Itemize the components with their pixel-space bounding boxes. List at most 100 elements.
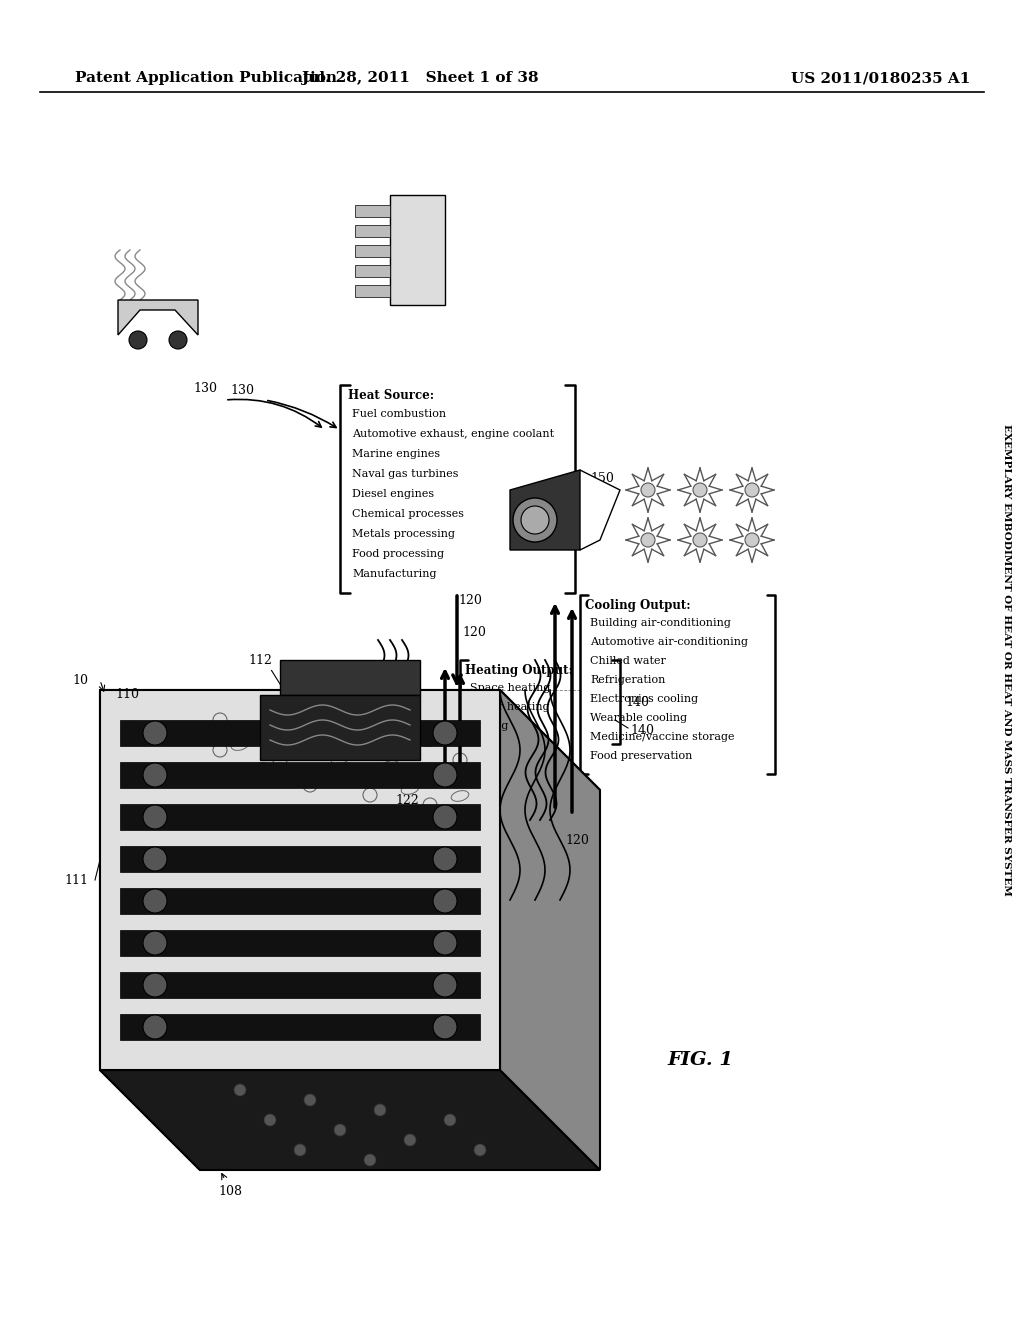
Circle shape [433, 721, 457, 744]
Text: Automotive exhaust, engine coolant: Automotive exhaust, engine coolant [352, 429, 554, 440]
Circle shape [433, 888, 457, 913]
Text: Heating Output:: Heating Output: [465, 664, 572, 677]
Circle shape [433, 1015, 457, 1039]
Text: 140: 140 [625, 696, 649, 709]
Text: 130: 130 [230, 384, 254, 396]
Bar [355, 285, 390, 297]
Text: Medicine/vaccine storage: Medicine/vaccine storage [590, 733, 734, 742]
Text: Jul. 28, 2011   Sheet 1 of 38: Jul. 28, 2011 Sheet 1 of 38 [301, 71, 539, 84]
Text: Patent Application Publication: Patent Application Publication [75, 71, 337, 84]
Bar [355, 205, 390, 216]
Circle shape [169, 331, 187, 348]
Polygon shape [100, 1071, 600, 1170]
Text: 108: 108 [218, 1185, 242, 1199]
Text: FIG. 1: FIG. 1 [667, 1051, 733, 1069]
Text: 112: 112 [248, 653, 272, 667]
Polygon shape [120, 804, 480, 830]
Circle shape [129, 331, 147, 348]
Polygon shape [500, 690, 600, 1170]
Circle shape [521, 506, 549, 535]
Text: 111: 111 [63, 874, 88, 887]
Polygon shape [120, 762, 480, 788]
Circle shape [143, 721, 167, 744]
Text: Wearable cooling: Wearable cooling [590, 713, 687, 723]
Text: Refrigeration: Refrigeration [590, 675, 666, 685]
Text: Manufacturing: Manufacturing [352, 569, 436, 579]
Circle shape [143, 973, 167, 997]
Circle shape [294, 1144, 306, 1156]
Polygon shape [120, 888, 480, 913]
Text: Fuel combustion: Fuel combustion [352, 409, 446, 418]
Text: Food processing: Food processing [352, 549, 444, 558]
Circle shape [433, 973, 457, 997]
Text: 140: 140 [630, 723, 654, 737]
Text: Naval gas turbines: Naval gas turbines [352, 469, 459, 479]
Circle shape [143, 888, 167, 913]
Bar [390, 195, 445, 305]
Polygon shape [260, 696, 420, 760]
Text: Diesel engines: Diesel engines [352, 488, 434, 499]
Text: 10: 10 [72, 673, 88, 686]
Polygon shape [120, 1014, 480, 1040]
Circle shape [745, 483, 759, 498]
Circle shape [641, 533, 655, 546]
Text: US 2011/0180235 A1: US 2011/0180235 A1 [791, 71, 970, 84]
Circle shape [474, 1144, 486, 1156]
Circle shape [143, 931, 167, 954]
Bar [355, 265, 390, 277]
Polygon shape [120, 931, 480, 956]
Circle shape [374, 1104, 386, 1115]
Circle shape [364, 1154, 376, 1166]
Circle shape [641, 483, 655, 498]
Text: 120: 120 [565, 833, 589, 846]
Polygon shape [280, 660, 420, 696]
Bar [355, 246, 390, 257]
Text: EXEMPLARY EMBODIMENT OF HEAT OR HEAT AND MASS TRANSFER SYSTEM: EXEMPLARY EMBODIMENT OF HEAT OR HEAT AND… [1002, 424, 1012, 896]
Polygon shape [510, 470, 600, 550]
Text: Automotive air-conditioning: Automotive air-conditioning [590, 638, 748, 647]
Circle shape [693, 533, 707, 546]
Text: Cooling Output:: Cooling Output: [585, 599, 690, 612]
Text: Chilled water: Chilled water [590, 656, 666, 667]
Text: 120: 120 [458, 594, 482, 606]
Text: Drying: Drying [470, 721, 508, 731]
Text: Metals processing: Metals processing [352, 529, 455, 539]
Polygon shape [100, 690, 500, 1071]
Polygon shape [100, 690, 200, 1170]
Circle shape [433, 763, 457, 787]
Circle shape [693, 483, 707, 498]
Text: Heat Source:: Heat Source: [348, 389, 434, 403]
Circle shape [234, 1084, 246, 1096]
Text: 130: 130 [193, 381, 217, 395]
Text: 150: 150 [590, 471, 613, 484]
Polygon shape [120, 972, 480, 998]
Circle shape [264, 1114, 276, 1126]
Polygon shape [580, 470, 620, 550]
Text: Marine engines: Marine engines [352, 449, 440, 459]
Polygon shape [120, 846, 480, 873]
Text: 110: 110 [115, 689, 139, 701]
Text: Water heating: Water heating [470, 702, 550, 711]
Circle shape [143, 805, 167, 829]
Circle shape [433, 847, 457, 871]
Text: Electronics cooling: Electronics cooling [590, 694, 698, 704]
Circle shape [433, 805, 457, 829]
Circle shape [745, 533, 759, 546]
Text: Space heating: Space heating [470, 682, 550, 693]
Circle shape [444, 1114, 456, 1126]
Polygon shape [100, 690, 600, 789]
Circle shape [433, 931, 457, 954]
Text: Chemical processes: Chemical processes [352, 510, 464, 519]
Bar [355, 224, 390, 238]
Circle shape [143, 763, 167, 787]
Circle shape [143, 847, 167, 871]
Circle shape [404, 1134, 416, 1146]
Text: Building air-conditioning: Building air-conditioning [590, 618, 731, 628]
Polygon shape [120, 719, 480, 746]
Circle shape [334, 1125, 346, 1137]
Text: 120: 120 [462, 627, 485, 639]
Text: 122: 122 [395, 793, 419, 807]
Circle shape [143, 1015, 167, 1039]
Circle shape [513, 498, 557, 543]
Text: Food preservation: Food preservation [590, 751, 692, 762]
